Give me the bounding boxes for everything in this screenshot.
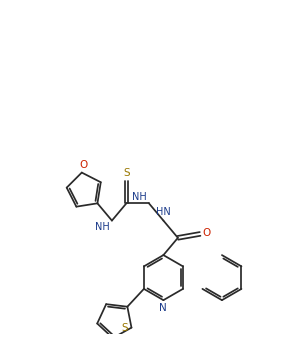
Text: S: S [123, 168, 130, 178]
Text: NH: NH [95, 222, 110, 232]
Text: O: O [202, 228, 211, 238]
Text: S: S [121, 323, 128, 333]
Text: HN: HN [156, 207, 171, 218]
Text: O: O [79, 160, 87, 170]
Text: NH: NH [132, 192, 146, 202]
Text: N: N [159, 303, 167, 313]
